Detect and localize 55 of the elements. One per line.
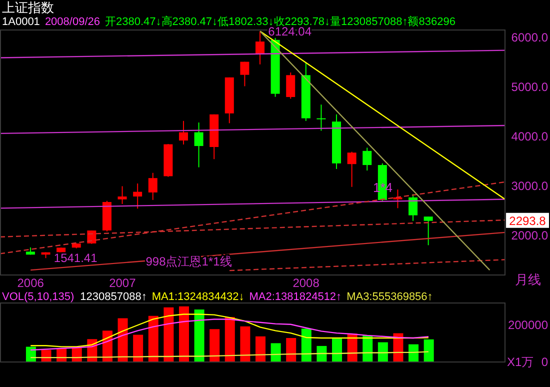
chart-title: 上证指数 — [2, 0, 55, 15]
annotation: 1541.41 — [54, 251, 98, 266]
text: 月线 — [515, 272, 541, 287]
bar — [26, 346, 36, 362]
bar — [424, 339, 434, 362]
y-tick-label: 0 — [541, 355, 548, 369]
bar — [118, 318, 128, 362]
candlestick — [256, 30, 264, 65]
bar — [148, 316, 158, 362]
bar — [240, 326, 250, 362]
y-tick-label: 5000.0 — [511, 80, 548, 94]
candlestick — [133, 182, 142, 210]
y-tick-label: 3000.0 — [511, 178, 548, 193]
bar — [270, 343, 281, 362]
bar — [133, 334, 144, 362]
chart-title: VOL(5,10,135) — [2, 290, 74, 304]
x-tick-label: 2006 — [17, 276, 44, 290]
bar — [256, 336, 266, 362]
bar — [301, 328, 312, 362]
line-series — [30, 314, 430, 348]
series-label: MA1:1324834432↓ — [152, 290, 244, 304]
chart-subtitle: 1230857088↑ — [80, 290, 147, 304]
y-tick-label: 6000.0 — [511, 30, 548, 44]
y-tick-label: 4000.0 — [511, 129, 548, 144]
candlestick — [240, 61, 250, 87]
candlestick — [362, 147, 372, 172]
candlestick — [393, 189, 402, 209]
candlestick — [194, 122, 204, 168]
bar — [286, 338, 296, 362]
candlestick — [316, 104, 326, 132]
annotation: 2293.8 — [509, 214, 546, 228]
bar — [224, 317, 235, 362]
candlestick — [118, 186, 127, 204]
series-label: MA2:1381824512↑ — [249, 290, 342, 304]
bar — [316, 346, 327, 362]
candlestick — [148, 172, 158, 200]
bar — [194, 309, 204, 362]
x-tick-label: 2008 — [292, 276, 320, 290]
y-tick-label: 200000 — [508, 318, 548, 332]
bar — [178, 306, 189, 362]
candlestick — [347, 151, 356, 188]
text: MA3:555369856↑ — [346, 290, 433, 304]
bar — [332, 337, 342, 362]
bar — [164, 307, 174, 362]
chart-subtitle: 1A0001 2008/09/26 开2380.47↓高2380.47↓低1802.33↓收2293.78↓量1230857088↑额836296 — [2, 16, 456, 28]
candlestick — [178, 120, 188, 145]
bar — [393, 333, 404, 362]
candlestick — [408, 194, 418, 222]
candlestick — [424, 216, 433, 246]
bar — [210, 329, 220, 362]
x-tick-label: 2007 — [109, 276, 136, 290]
line-series — [30, 318, 430, 351]
y-axis-title: X1万 — [507, 355, 534, 369]
candlestick — [286, 72, 296, 100]
y-tick-label: 2000.0 — [511, 228, 548, 242]
